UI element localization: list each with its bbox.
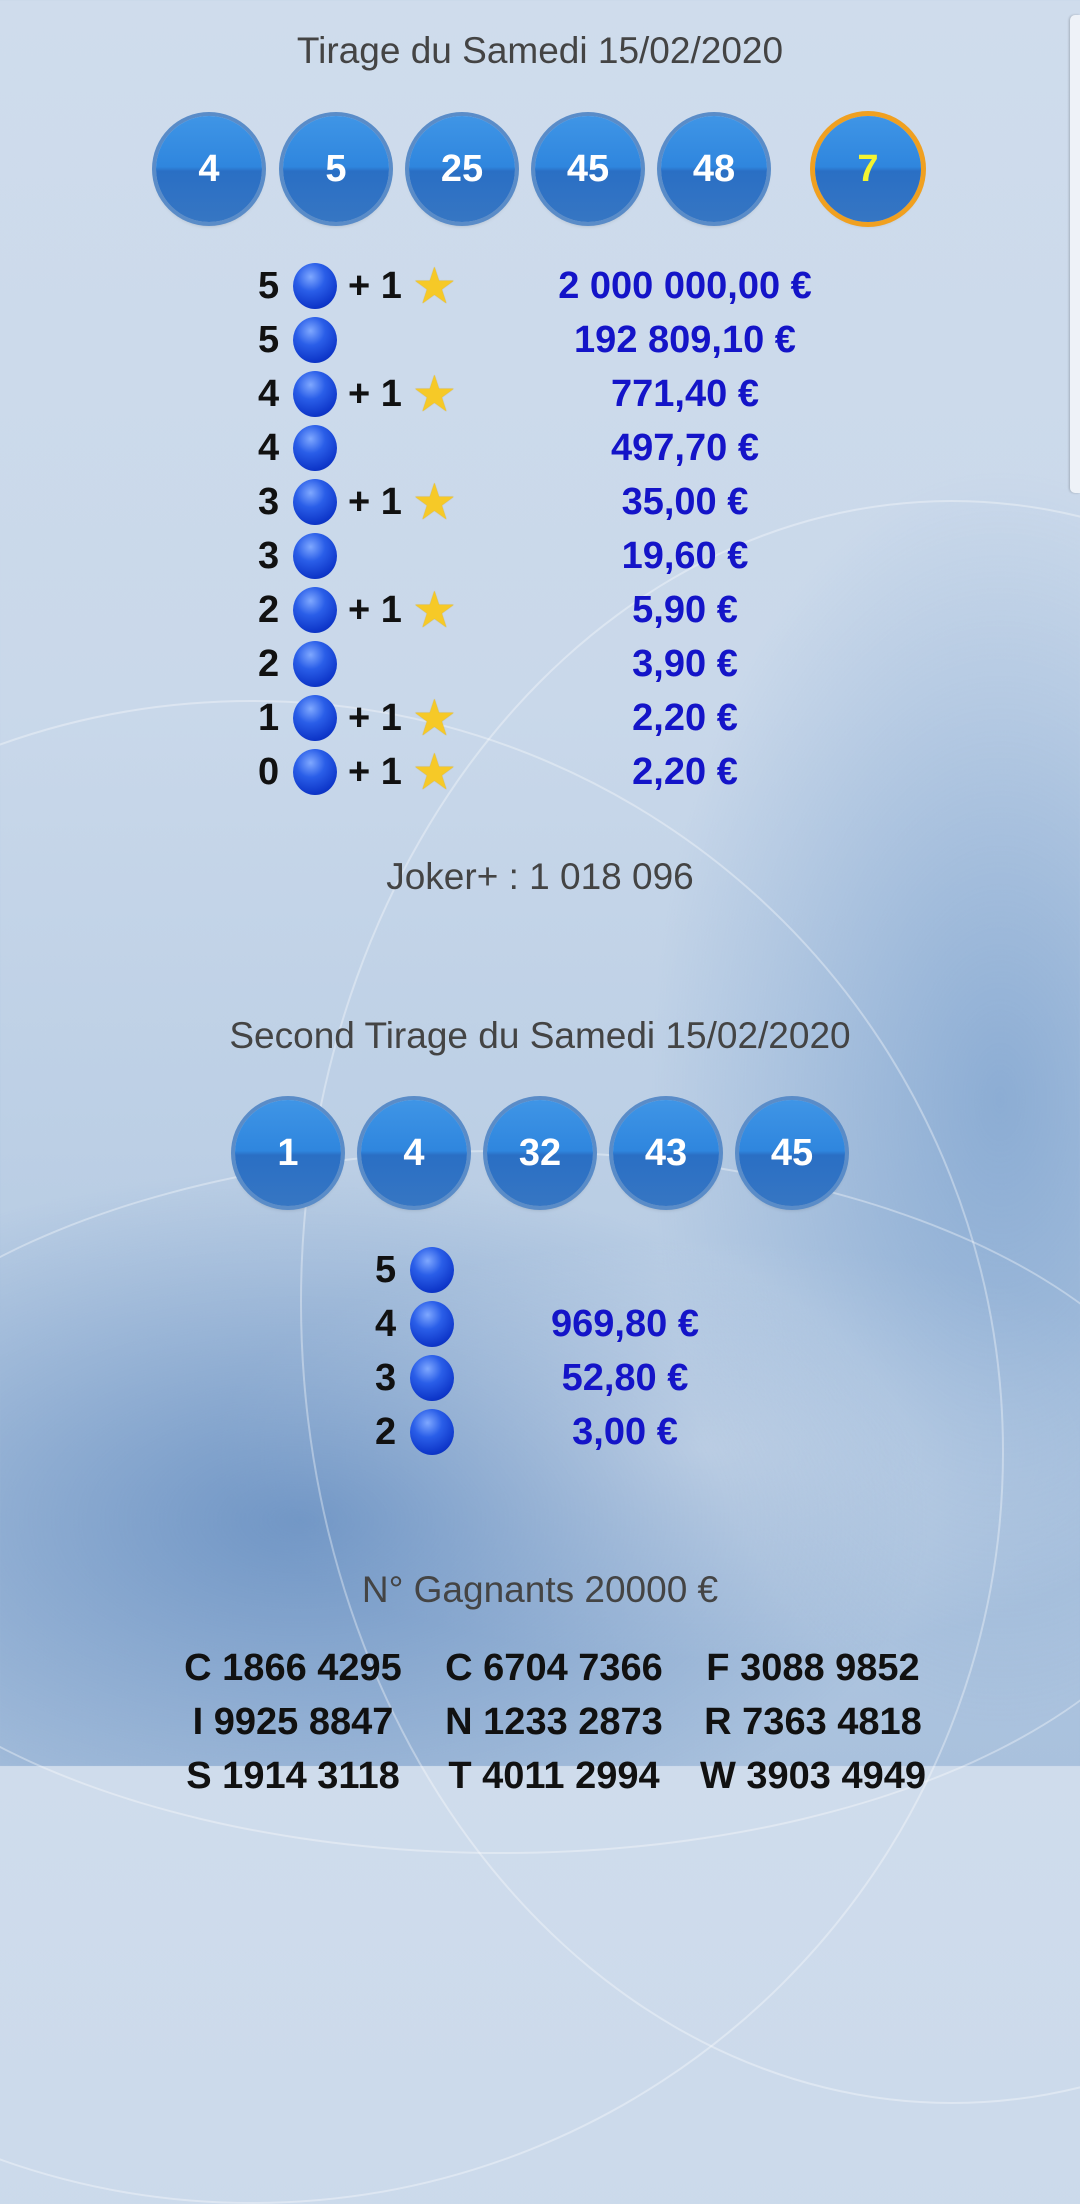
ball-number: 4: [156, 116, 262, 222]
match-count: 3: [258, 535, 280, 577]
prize-row: 2 + 1 ★ 5,90 €: [0, 583, 1080, 637]
plus-star-count: + 1: [348, 481, 402, 523]
blue-ball-icon: [410, 1301, 454, 1347]
prize-row: 4 497,70 €: [0, 421, 1080, 475]
star-icon: ★: [412, 744, 457, 800]
match-count: 5: [258, 319, 280, 361]
prize-row: 5 + 1 ★ 2 000 000,00 €: [0, 259, 1080, 313]
prize-row: 4 969,80 €: [0, 1297, 1080, 1351]
ball-number: 5: [283, 116, 389, 222]
winner-code: S 1914 3118: [186, 1755, 400, 1797]
match-count: 5: [258, 265, 280, 307]
prize-amount: 3,90 €: [632, 643, 738, 685]
plus-star-count: + 1: [348, 697, 402, 739]
winner-code: T 4011 2994: [448, 1755, 660, 1797]
winner-code: N 1233 2873: [445, 1701, 663, 1743]
match-count: 3: [258, 481, 280, 523]
winners-title: N° Gagnants 20000 €: [361, 1569, 719, 1610]
prize-row: 0 + 1 ★ 2,20 €: [0, 745, 1080, 799]
prize-amount: 52,80 €: [561, 1357, 689, 1399]
winner-code: C 6704 7366: [445, 1647, 663, 1689]
winner-code: F 3088 9852: [706, 1647, 920, 1689]
blue-ball-icon: [293, 695, 337, 741]
prize-amount: 2,20 €: [632, 751, 738, 793]
star-icon: ★: [412, 474, 457, 530]
match-count: 2: [375, 1411, 397, 1453]
blue-ball-icon: [293, 425, 337, 471]
blue-ball-icon: [293, 749, 337, 795]
plus-star-count: + 1: [348, 373, 402, 415]
prize-amount: 19,60 €: [621, 535, 749, 577]
winner-code: I 9925 8847: [192, 1701, 394, 1743]
ball-number: 1: [235, 1100, 341, 1206]
blue-ball-icon: [293, 533, 337, 579]
scrollbar[interactable]: [1070, 15, 1080, 493]
prize-amount: 3,00 €: [572, 1411, 678, 1453]
match-count: 4: [375, 1303, 397, 1345]
ball-number: 4: [361, 1100, 467, 1206]
blue-ball-icon: [293, 371, 337, 417]
prize-row: 4 + 1 ★ 771,40 €: [0, 367, 1080, 421]
prize-amount: 35,00 €: [621, 481, 749, 523]
match-count: 0: [258, 751, 280, 793]
prize-row: 5 192 809,10 €: [0, 313, 1080, 367]
star-icon: ★: [412, 690, 457, 746]
prize-amount: 192 809,10 €: [574, 319, 796, 361]
match-count: 3: [375, 1357, 397, 1399]
match-count: 4: [258, 373, 280, 415]
ball-number: 48: [661, 116, 767, 222]
star-icon: ★: [412, 582, 457, 638]
blue-ball-icon: [293, 479, 337, 525]
blue-ball-icon: [293, 587, 337, 633]
prize-row: 2 3,90 €: [0, 637, 1080, 691]
winner-code: R 7363 4818: [704, 1701, 922, 1743]
ball-number: 43: [613, 1100, 719, 1206]
prize-amount: 497,70 €: [611, 427, 759, 469]
ball-number: 45: [535, 116, 641, 222]
prize-row: 2 3,00 €: [0, 1405, 1080, 1459]
winner-code: W 3903 4949: [699, 1755, 927, 1797]
match-count: 2: [258, 589, 280, 631]
prize-row: 3 52,80 €: [0, 1351, 1080, 1405]
prize-row: 5: [0, 1243, 1080, 1297]
prize-amount: 2 000 000,00 €: [558, 265, 812, 307]
star-icon: ★: [412, 366, 457, 422]
draw2-title: Second Tirage du Samedi 15/02/2020: [229, 1015, 851, 1056]
blue-ball-icon: [410, 1409, 454, 1455]
blue-ball-icon: [293, 641, 337, 687]
joker-number: Joker+ : 1 018 096: [386, 856, 694, 897]
plus-star-count: + 1: [348, 751, 402, 793]
prize-amount: 969,80 €: [551, 1303, 699, 1345]
prize-row: 1 + 1 ★ 2,20 €: [0, 691, 1080, 745]
plus-star-count: + 1: [348, 589, 402, 631]
blue-ball-icon: [293, 317, 337, 363]
blue-ball-icon: [293, 263, 337, 309]
prize-row: 3 19,60 €: [0, 529, 1080, 583]
match-count: 2: [258, 643, 280, 685]
match-count: 1: [258, 697, 280, 739]
draw1-title: Tirage du Samedi 15/02/2020: [296, 30, 784, 71]
match-count: 5: [375, 1249, 397, 1291]
prize-row: 3 + 1 ★ 35,00 €: [0, 475, 1080, 529]
ball-number: 32: [487, 1100, 593, 1206]
winner-code: C 1866 4295: [184, 1647, 402, 1689]
prize-amount: 771,40 €: [611, 373, 759, 415]
match-count: 4: [258, 427, 280, 469]
prize-amount: 2,20 €: [632, 697, 738, 739]
lucky-star-ball: 7: [815, 116, 921, 222]
blue-ball-icon: [410, 1247, 454, 1293]
ball-number: 25: [409, 116, 515, 222]
star-icon: ★: [412, 258, 457, 314]
blue-ball-icon: [410, 1355, 454, 1401]
plus-star-count: + 1: [348, 265, 402, 307]
ball-number: 45: [739, 1100, 845, 1206]
prize-amount: 5,90 €: [632, 589, 738, 631]
